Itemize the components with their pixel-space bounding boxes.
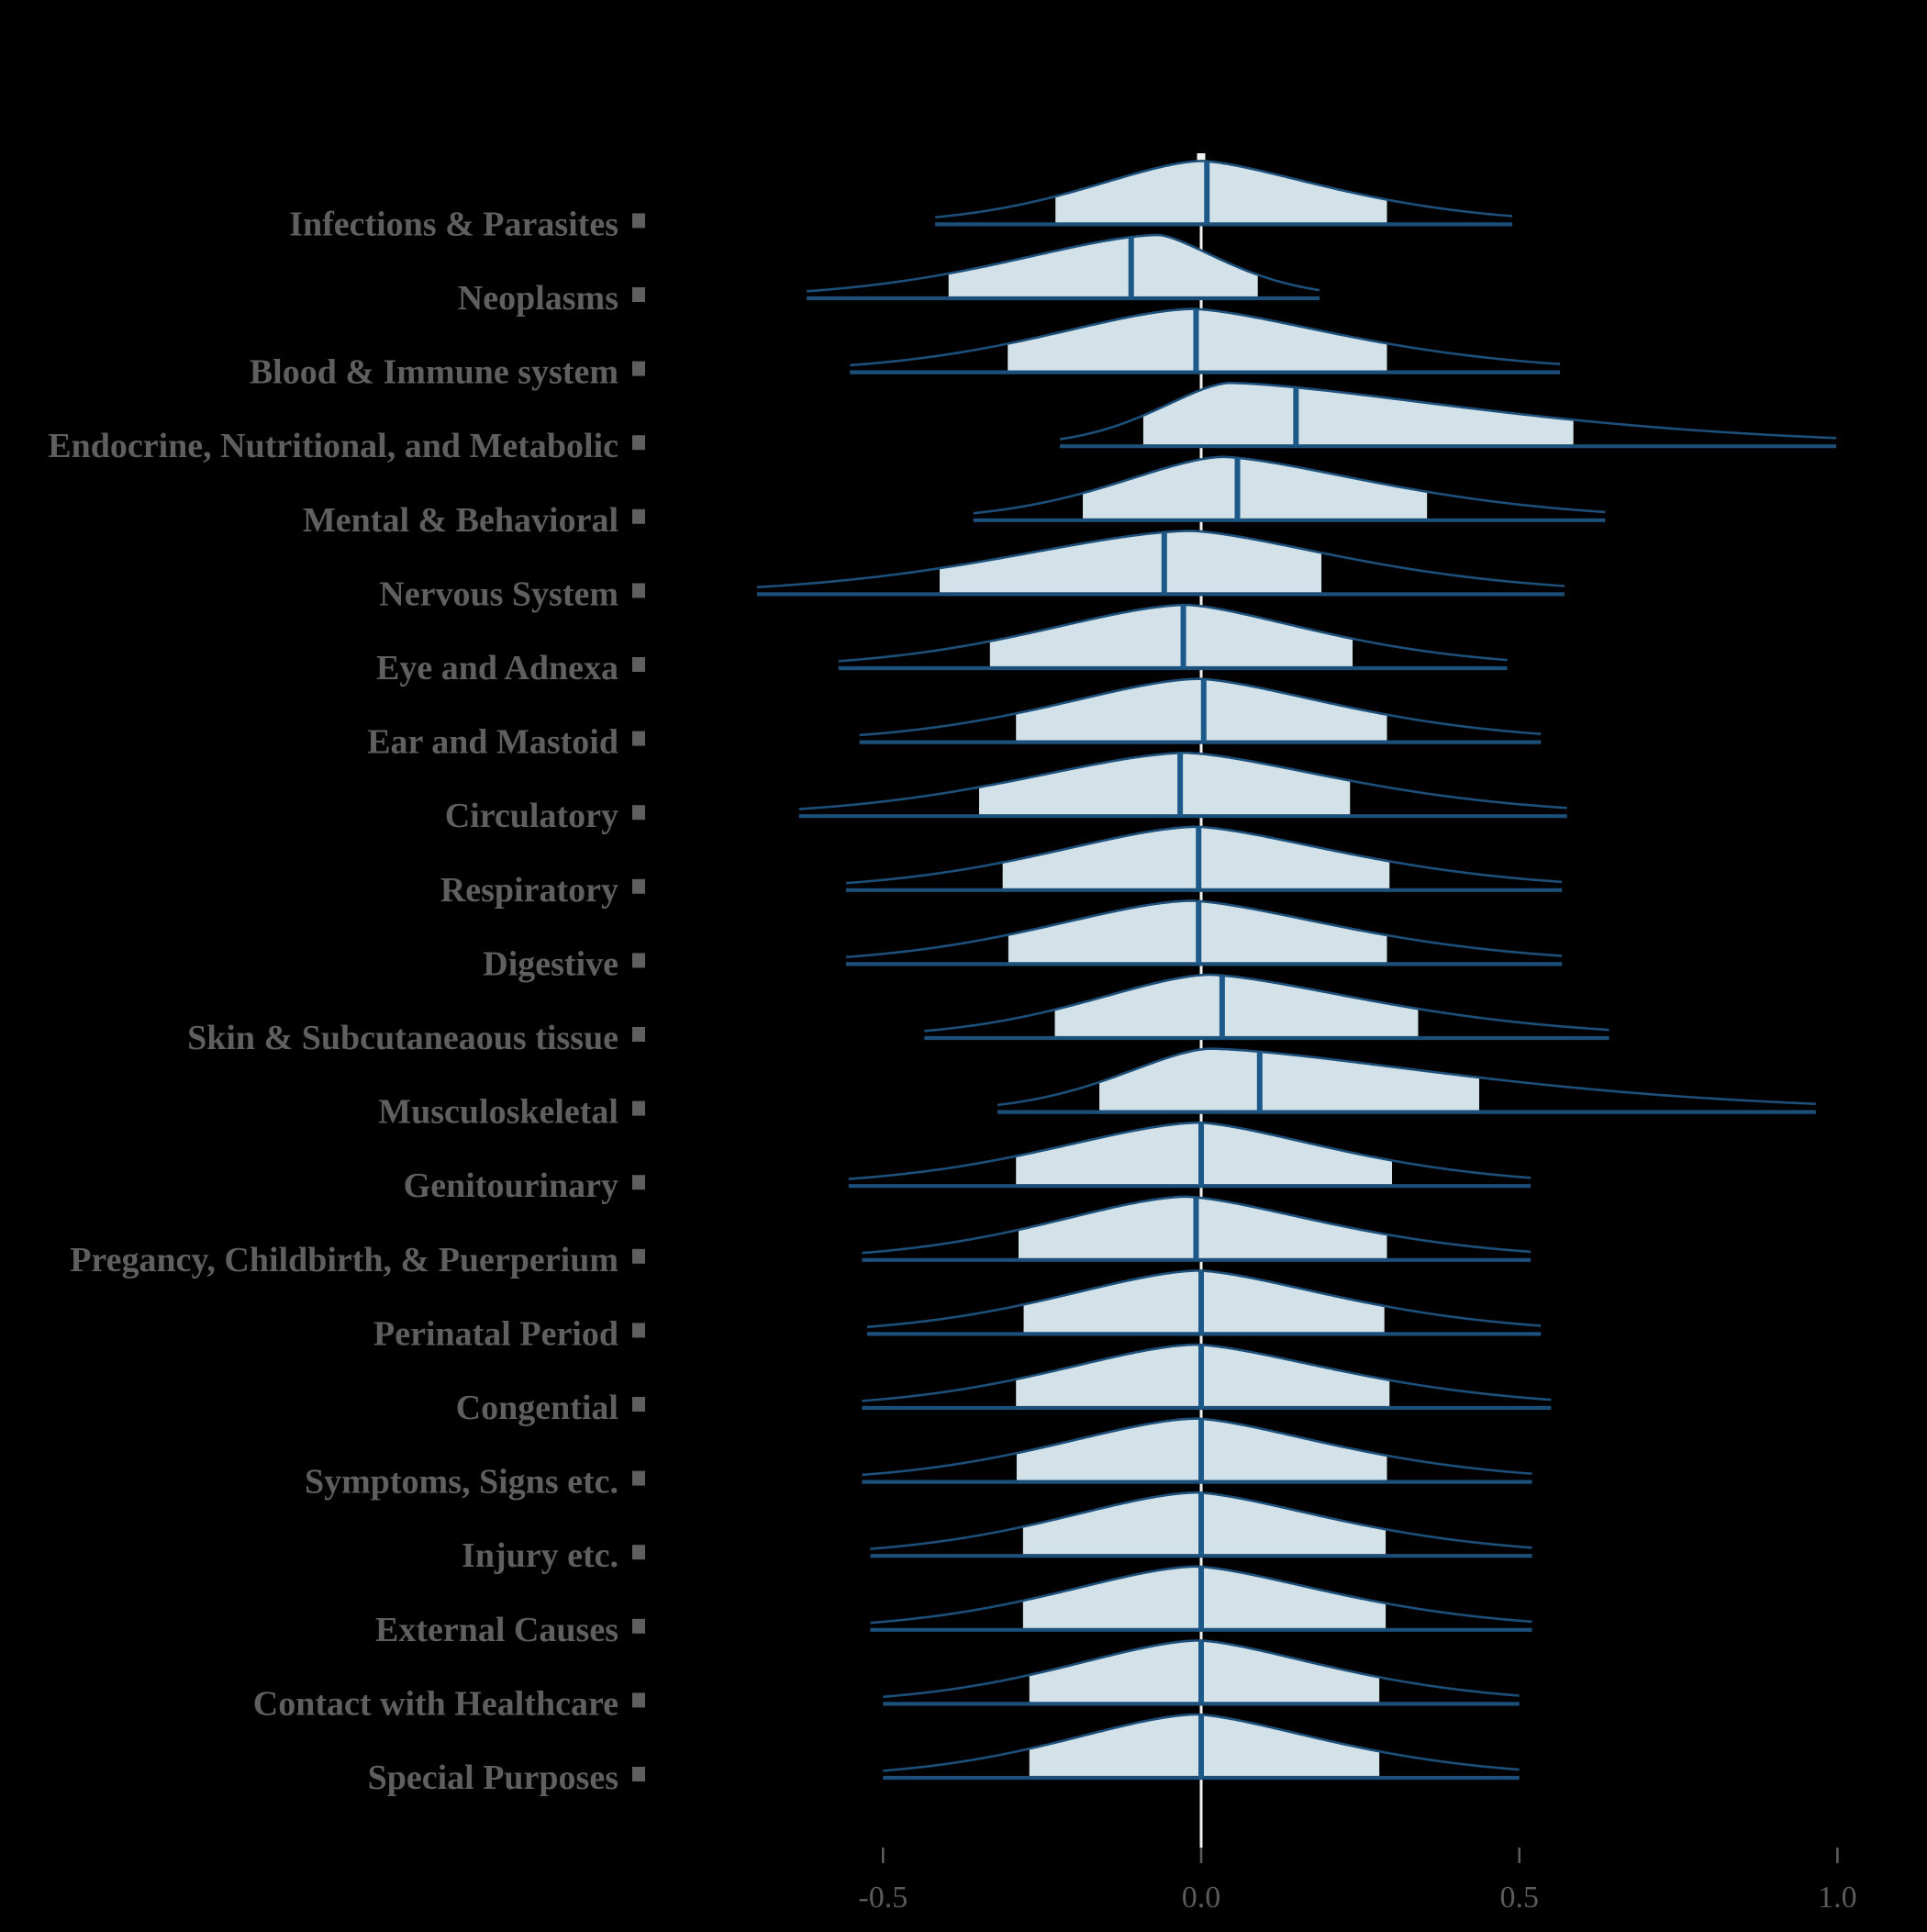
svg-text:Eye and Adnexa: Eye and Adnexa xyxy=(376,649,618,687)
svg-text:Endocrine, Nutritional, and Me: Endocrine, Nutritional, and Metabolic xyxy=(48,427,618,465)
svg-text:External Causes: External Causes xyxy=(375,1611,618,1649)
svg-text:Congential: Congential xyxy=(456,1389,618,1427)
svg-text:Ear and Mastoid: Ear and Mastoid xyxy=(367,723,618,762)
svg-text:Nervous System: Nervous System xyxy=(379,575,618,613)
svg-text:Neoplasms: Neoplasms xyxy=(458,279,618,318)
svg-text:-0.5: -0.5 xyxy=(858,1881,908,1915)
svg-text:0.5: 0.5 xyxy=(1499,1881,1539,1915)
svg-text:Infections & Parasites: Infections & Parasites xyxy=(289,205,618,243)
svg-text:Pregancy, Childbirth, & Puerpe: Pregancy, Childbirth, & Puerperium xyxy=(70,1241,618,1279)
svg-text:1.0: 1.0 xyxy=(1818,1881,1857,1915)
svg-text:Special Purposes: Special Purposes xyxy=(368,1759,618,1797)
svg-text:Injury etc.: Injury etc. xyxy=(462,1536,618,1575)
svg-text:Blood & Immune system: Blood & Immune system xyxy=(250,353,618,392)
svg-text:Perinatal Period: Perinatal Period xyxy=(373,1314,618,1353)
svg-text:Symptoms, Signs etc.: Symptoms, Signs etc. xyxy=(305,1463,618,1502)
svg-text:0.0: 0.0 xyxy=(1182,1881,1221,1915)
svg-text:Digestive: Digestive xyxy=(483,944,618,983)
svg-text:Mental & Behavioral: Mental & Behavioral xyxy=(303,501,618,540)
svg-text:Genitourinary: Genitourinary xyxy=(404,1167,618,1205)
svg-text:Contact with Healthcare: Contact with Healthcare xyxy=(253,1684,618,1723)
svg-text:Respiratory: Respiratory xyxy=(440,871,618,910)
svg-text:Musculoskeletal: Musculoskeletal xyxy=(378,1093,618,1132)
svg-text:Skin & Subcutaneaous tissue: Skin & Subcutaneaous tissue xyxy=(187,1019,618,1057)
svg-text:Circulatory: Circulatory xyxy=(445,797,618,835)
